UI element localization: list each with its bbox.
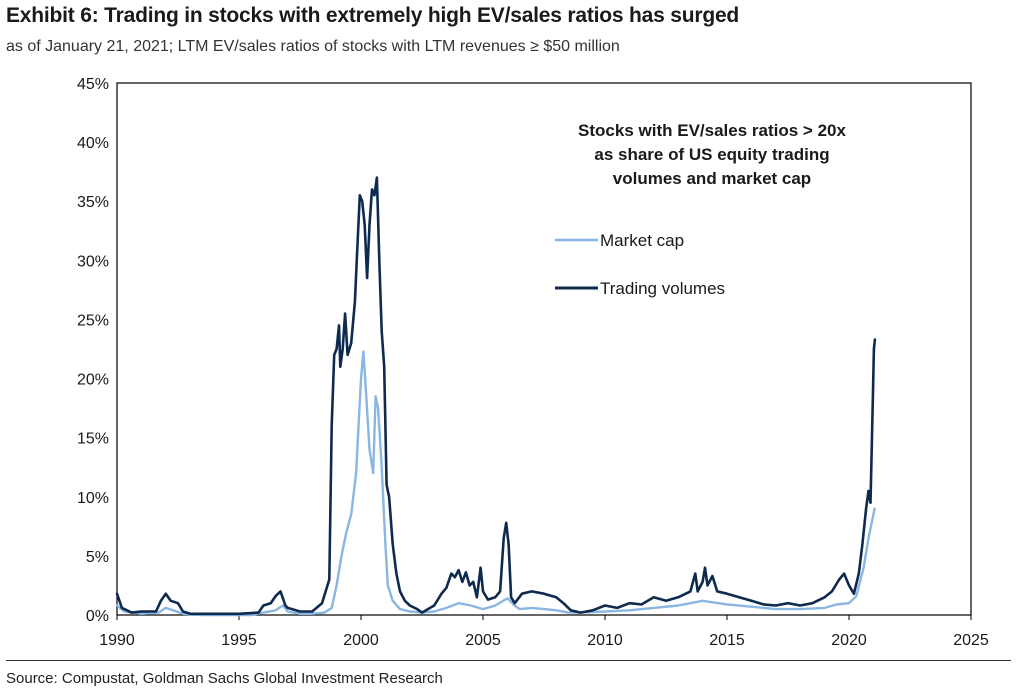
legend-title-line: Stocks with EV/sales ratios > 20x bbox=[578, 121, 846, 140]
series-line-market-cap bbox=[115, 350, 876, 617]
y-tick-label: 0% bbox=[86, 608, 109, 625]
x-tick-label: 2020 bbox=[831, 632, 867, 649]
series-line-trading-volumes bbox=[115, 176, 877, 616]
y-tick-label: 10% bbox=[77, 490, 109, 507]
source-note: Source: Compustat, Goldman Sachs Global … bbox=[6, 670, 443, 687]
y-tick-label: 30% bbox=[77, 253, 109, 270]
legend-title-line: as share of US equity trading bbox=[594, 145, 829, 164]
plot-frame bbox=[116, 82, 972, 616]
legend-title-line: volumes and market cap bbox=[613, 169, 811, 188]
x-tick-label: 1995 bbox=[221, 632, 257, 649]
x-tick-label: 2025 bbox=[953, 632, 989, 649]
chart-subtitle: as of January 21, 2021; LTM EV/sales rat… bbox=[6, 38, 620, 55]
y-tick-label: 20% bbox=[77, 372, 109, 389]
x-tick-label: 2010 bbox=[587, 632, 623, 649]
legend-label: Trading volumes bbox=[600, 279, 725, 298]
legend-label: Market cap bbox=[600, 231, 684, 250]
y-tick-label: 45% bbox=[77, 76, 109, 93]
y-tick-label: 40% bbox=[77, 135, 109, 152]
y-tick-label: 35% bbox=[77, 194, 109, 211]
x-tick-label: 2005 bbox=[465, 632, 501, 649]
x-tick-label: 2000 bbox=[343, 632, 379, 649]
y-tick-label: 25% bbox=[77, 312, 109, 329]
y-tick-label: 15% bbox=[77, 431, 109, 448]
source-divider bbox=[6, 660, 1011, 661]
x-tick-label: 2015 bbox=[709, 632, 745, 649]
y-tick-label: 5% bbox=[86, 549, 109, 566]
x-tick-label: 1990 bbox=[99, 632, 135, 649]
chart-title: Exhibit 6: Trading in stocks with extrem… bbox=[6, 4, 740, 27]
